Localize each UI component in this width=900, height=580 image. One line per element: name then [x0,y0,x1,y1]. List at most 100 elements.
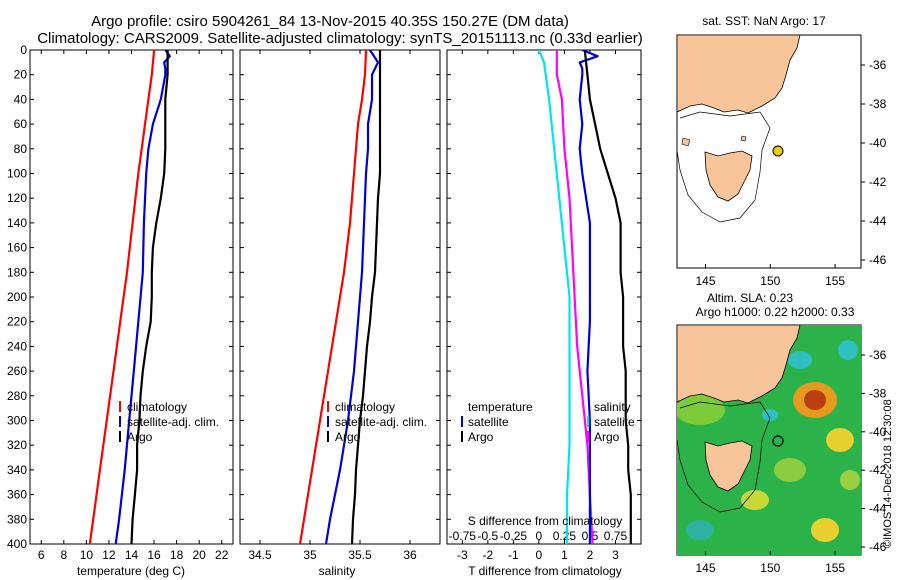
lon-tick-label: 155 [825,561,845,575]
x-tick-label: 0 [536,548,543,562]
depth-tick-label: 260 [7,364,27,378]
x-tick-label: 8 [60,548,67,562]
sla-lon-ticks: 145 150 155 [695,551,845,575]
temperature-lines [88,50,171,544]
temperature-legend: climatology satellite-adj. clim. Argo [119,400,219,444]
sla-map-title-1: Altim. SLA: 0.23 [707,291,793,305]
s-tick-label: 0.75 [604,529,628,543]
series-line-salinity-argo [555,50,594,544]
depth-tick-label: 360 [7,488,27,502]
salinity-panel: 34.5 35 35.5 36 salinity climatology satell… [239,49,441,578]
legend-label-satellite: satellite-adj. clim. [335,415,427,429]
series-line-temperature-satellite [578,50,599,544]
temperature-axes-frame [29,49,234,545]
x-tick-label: 35.5 [348,548,372,562]
series-line-argo [130,50,169,544]
legend-label-argo: Argo [335,430,361,444]
legend-label-argo: Argo [127,430,153,444]
difference-depth-ticks [447,49,641,545]
lat-tick-label: -38 [869,97,887,111]
sst-map: sat. SST: NaN Argo: 17 -36 -38 -40 -42 -44 -4… [676,14,887,288]
x-tick-label: 36 [403,548,417,562]
x-tick-label: 20 [192,548,206,562]
legend-label-s-satellite: satellite [594,415,635,429]
legend-label-salinity: salinity [594,400,631,414]
depth-tick-label: 380 [7,512,27,526]
mainland-shape [677,325,801,404]
island-shape [740,135,747,142]
series-line-climatology [88,50,156,544]
shelf-contour [677,111,771,223]
depth-tick-label: 0 [20,43,27,57]
sla-anomaly-blob [774,458,806,482]
depth-tick-label: 140 [7,216,27,230]
argo-float-marker [772,435,784,447]
depth-tick-label: 320 [7,438,27,452]
sla-anomaly-blob [826,428,854,452]
s-tick-label: -0.5 [477,529,498,543]
difference-axis-ticks: -3 -2 -1 0 1 2 3 [457,50,619,562]
sla-map-title-2: Argo h1000: 0.22 h2000: 0.33 [696,305,855,319]
salinity-difference-ticks: -0.75 -0.5 -0.25 0 0.25 0.5 0.75 [449,529,628,543]
temperature-panel: 0 20 40 60 80 100 120 140 160 180 200 220 240 260 280 3… [7,43,234,578]
lat-tick-label: -40 [869,425,887,439]
x-tick-label: -1 [508,548,519,562]
x-tick-label: 2 [587,548,594,562]
series-line-temperature-argo [583,50,632,544]
lon-tick-label: 155 [825,274,845,288]
s-tick-label: 0.25 [553,529,577,543]
salinity-legend: climatology satellite-adj. clim. Argo [327,400,427,444]
lat-tick-label: -46 [869,253,887,267]
legend-label-t-satellite: satellite [468,415,509,429]
tasmania-shape [704,440,753,492]
legend-label-t-argo: Argo [468,430,494,444]
lat-tick-label: -44 [869,214,887,228]
depth-tick-label: 400 [7,537,27,551]
s-difference-label: S difference from climatology [468,514,623,528]
legend-label-temperature: temperature [468,400,533,414]
x-tick-label: 22 [215,548,229,562]
sla-map: Altim. SLA: 0.23 Argo h1000: 0.22 h2000:… [676,291,887,575]
depth-tick-label: 280 [7,389,27,403]
title-line-1: Argo profile: csiro 5904261_84 13-Nov-20… [91,13,569,30]
difference-legend-left: temperature satellite Argo [461,400,533,444]
lat-tick-label: -46 [869,540,887,554]
sla-anomaly-blob [677,395,725,425]
salinity-axis-ticks: 34.5 35 35.5 36 [248,50,417,562]
x-tick-label: 16 [147,548,161,562]
series-line-satellite-adj-clim- [324,50,380,544]
s-tick-label: 0 [536,529,543,543]
x-tick-label: 3 [612,548,619,562]
lon-tick-label: 150 [760,561,780,575]
depth-tick-label: 80 [14,142,28,156]
salinity-lines [298,50,382,544]
salinity-xlabel: salinity [319,564,356,578]
depth-axis-ticks: 0 20 40 60 80 100 120 140 160 180 200 220 240 260 280 3… [7,43,233,551]
sla-field [677,325,861,555]
x-tick-label: 14 [125,548,139,562]
sla-anomaly-blob [788,351,812,369]
sla-anomaly-blob [741,490,769,510]
lat-tick-label: -36 [869,58,887,72]
legend-label-satellite: satellite-adj. clim. [127,415,219,429]
x-tick-label: 34.5 [248,548,272,562]
depth-tick-label: 60 [14,117,28,131]
depth-tick-label: 40 [14,92,28,106]
x-tick-label: -3 [457,548,468,562]
lat-tick-label: -36 [869,348,887,362]
mainland-shape [677,35,801,114]
depth-tick-label: 240 [7,339,27,353]
depth-tick-label: 120 [7,191,27,205]
sla-anomaly-blob [811,518,839,542]
difference-panel: -3 -2 -1 0 1 2 3 -0.75 -0.5 -0.25 0 0.25 0.5 0.75 S … [446,49,642,578]
sla-anomaly-blob [762,409,778,421]
title-line-2: Climatology: CARS2009. Satellite-adjuste… [37,30,643,47]
sla-anomaly-blob [686,520,714,540]
temperature-xlabel: temperature (deg C) [77,564,185,578]
depth-tick-label: 100 [7,167,27,181]
legend-label-climatology: climatology [127,400,187,414]
sst-lat-ticks: -36 -38 -40 -42 -44 -46 [861,58,887,267]
lon-tick-label: 145 [695,561,715,575]
x-tick-label: -2 [483,548,494,562]
sst-map-title: sat. SST: NaN Argo: 17 [702,14,826,28]
